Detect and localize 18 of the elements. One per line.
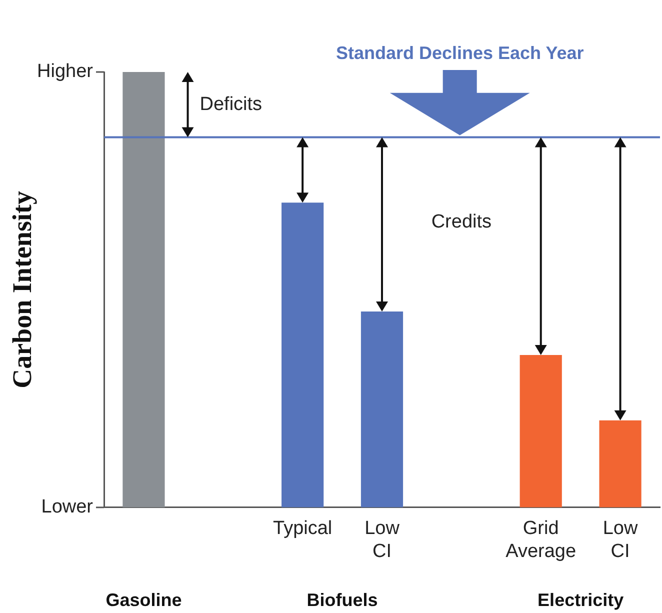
bar [360, 311, 404, 508]
bar [520, 355, 562, 508]
annotation: Credits [431, 212, 492, 233]
annotation: Deficits [200, 94, 262, 115]
bar [122, 72, 165, 508]
y-axis-title: Carbon Intensity [7, 190, 38, 388]
x-tick-label: Typical [273, 518, 332, 540]
x-tick-label: Grid Average [506, 518, 576, 562]
ref-line-label: Standard Declines Each Year [336, 42, 584, 63]
text: Lower [41, 496, 94, 518]
bar [282, 202, 324, 508]
text: Electricity [538, 590, 624, 610]
text: Gasoline [106, 590, 182, 610]
text: Biofuels [306, 590, 378, 610]
bar [599, 420, 642, 508]
text: Higher [37, 61, 94, 82]
x-tick-label: Low CI [602, 518, 638, 562]
x-tick-label: Low CI [364, 518, 400, 562]
